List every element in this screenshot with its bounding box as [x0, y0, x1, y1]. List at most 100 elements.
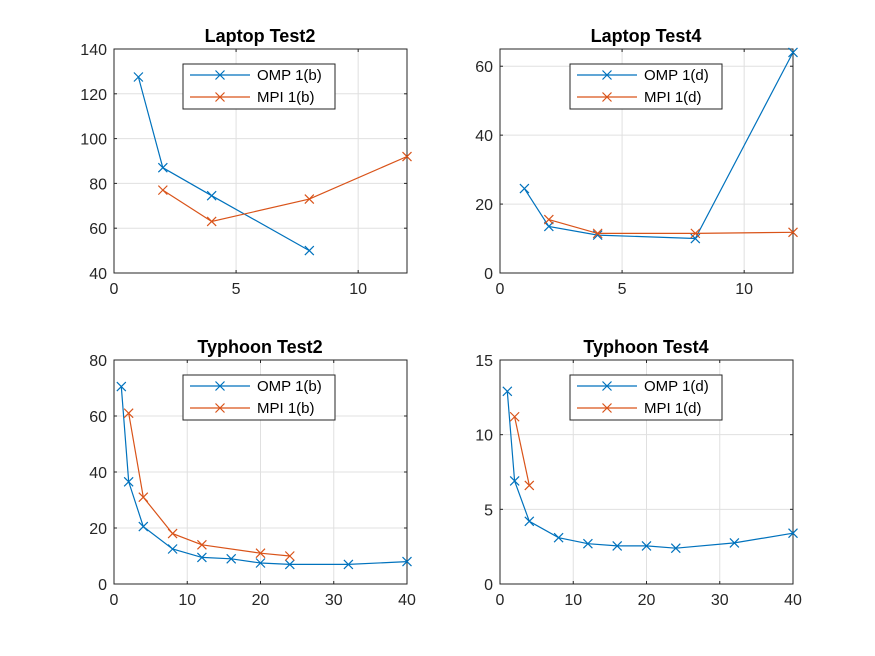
- subplot-title: Typhoon Test4: [583, 337, 708, 357]
- x-tick-label: 0: [110, 592, 119, 609]
- data-point-marker: [157, 185, 168, 196]
- data-point-marker: [553, 532, 564, 543]
- legend-label: MPI 1(b): [257, 400, 315, 417]
- y-tick-label: 100: [80, 132, 107, 149]
- subplot-typhoon-test2: Typhoon Test2 0 10 20 30 40 0 20 40 60 80 OMP 1(b)…: [89, 337, 416, 609]
- y-tick-label: 20: [475, 197, 493, 214]
- data-point-marker: [304, 245, 315, 256]
- data-point-marker: [138, 521, 149, 532]
- legend-label: OMP 1(d): [644, 67, 709, 84]
- data-point-marker: [157, 162, 168, 173]
- data-point-marker: [690, 228, 701, 239]
- legend: OMP 1(d) MPI 1(d): [569, 63, 723, 110]
- y-tick-label: 60: [475, 59, 493, 76]
- legend-label: OMP 1(b): [257, 67, 322, 84]
- y-tick-label: 80: [89, 176, 107, 193]
- subplot-title: Laptop Test4: [591, 26, 702, 46]
- legend-marker: [602, 403, 612, 413]
- y-tick-label: 20: [89, 521, 107, 538]
- x-tick-label: 10: [735, 281, 753, 298]
- data-point-marker: [284, 559, 295, 570]
- data-point-marker: [543, 214, 554, 225]
- data-point-marker: [543, 221, 554, 232]
- y-tick-label: 0: [484, 266, 493, 283]
- data-point-marker: [196, 552, 207, 563]
- y-tick-label: 5: [484, 502, 493, 519]
- data-point-marker: [206, 216, 217, 227]
- x-tick-label: 0: [496, 592, 505, 609]
- legend-marker: [602, 381, 612, 391]
- legend-box: [182, 63, 336, 110]
- y-tick-label: 80: [89, 353, 107, 370]
- subplot-typhoon-test4: Typhoon Test4 0 10 20 30 40 0 5 10 15 OMP 1(d) MPI…: [475, 337, 802, 609]
- series-line-2: [128, 413, 290, 557]
- data-point-marker: [582, 538, 593, 549]
- legend-marker: [602, 70, 612, 80]
- data-point-marker: [402, 151, 412, 162]
- subplot-laptop-test4: Laptop Test4 0 5 10 0 20 40 60 OMP 1(d) MPI 1(d): [475, 26, 798, 298]
- data-point-marker: [519, 183, 530, 194]
- x-tick-label: 0: [496, 281, 505, 298]
- legend-label: OMP 1(d): [644, 378, 709, 395]
- data-point-marker: [524, 516, 535, 527]
- y-tick-label: 0: [484, 577, 493, 594]
- x-tick-label: 30: [711, 592, 729, 609]
- y-tick-label: 40: [89, 465, 107, 482]
- data-point-marker: [167, 528, 178, 539]
- x-tick-label: 5: [618, 281, 627, 298]
- legend-box: [182, 374, 336, 421]
- subplot-title: Typhoon Test2: [197, 337, 322, 357]
- subplot-title: Laptop Test2: [205, 26, 316, 46]
- series-line-1: [506, 391, 794, 549]
- legend: OMP 1(b) MPI 1(b): [182, 63, 336, 110]
- y-tick-label: 60: [89, 409, 107, 426]
- data-point-marker: [206, 190, 217, 201]
- x-tick-label: 10: [564, 592, 582, 609]
- y-tick-label: 140: [80, 42, 107, 59]
- data-point-marker: [167, 544, 178, 554]
- legend: OMP 1(b) MPI 1(b): [182, 374, 336, 421]
- data-point-marker: [509, 411, 520, 422]
- y-tick-label: 10: [475, 428, 493, 445]
- data-point-marker: [255, 558, 266, 568]
- series-line-2: [162, 155, 408, 223]
- data-point-marker: [641, 540, 652, 551]
- legend-box: [569, 374, 723, 421]
- legend-label: OMP 1(b): [257, 378, 322, 395]
- data-point-marker: [729, 538, 740, 548]
- data-point-marker: [402, 556, 412, 567]
- legend: OMP 1(d) MPI 1(d): [569, 374, 723, 421]
- legend-marker: [215, 92, 225, 102]
- data-point-marker: [138, 492, 149, 503]
- axes-box: [499, 48, 794, 274]
- y-tick-label: 15: [475, 353, 493, 370]
- x-tick-label: 40: [398, 592, 416, 609]
- data-point-marker: [524, 480, 535, 491]
- data-point-marker: [788, 227, 798, 238]
- y-tick-label: 60: [89, 221, 107, 238]
- series-line-2: [514, 416, 530, 486]
- data-point-marker: [304, 194, 315, 205]
- y-tick-label: 0: [98, 577, 107, 594]
- legend-marker: [215, 70, 225, 80]
- data-point-marker: [226, 553, 237, 564]
- y-tick-label: 40: [475, 128, 493, 145]
- legend-marker: [215, 403, 225, 413]
- data-point-marker: [196, 539, 207, 550]
- legend-marker: [602, 92, 612, 102]
- data-point-marker: [612, 540, 623, 551]
- x-tick-label: 10: [349, 281, 367, 298]
- x-tick-label: 20: [638, 592, 656, 609]
- x-tick-label: 20: [252, 592, 270, 609]
- data-point-marker: [592, 228, 603, 239]
- axes-box: [113, 48, 408, 274]
- series-line-1: [120, 386, 408, 566]
- data-point-marker: [284, 551, 295, 561]
- y-tick-label: 40: [89, 266, 107, 283]
- data-point-marker: [788, 47, 798, 58]
- x-tick-label: 30: [325, 592, 343, 609]
- data-point-marker: [509, 476, 520, 486]
- data-point-marker: [116, 381, 127, 392]
- subplot-laptop-test2: Laptop Test2 0 5 10 40 60 80 100 120 140 OMP 1(b)…: [80, 26, 412, 298]
